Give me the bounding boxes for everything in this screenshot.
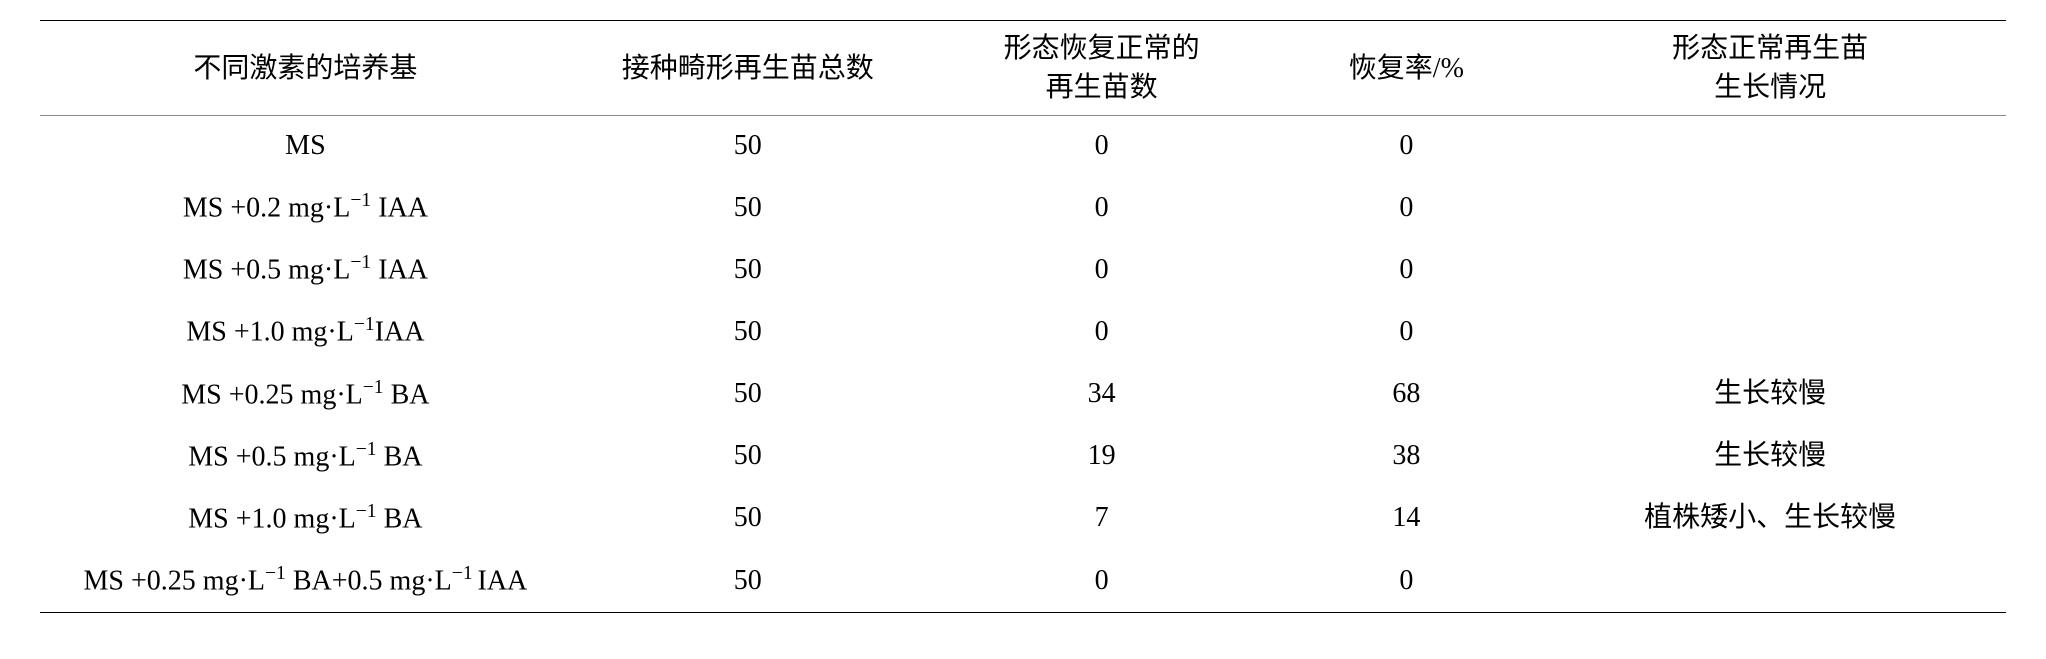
cell-rate: 0 <box>1279 239 1535 301</box>
cell-growth: 植株矮小、生长较慢 <box>1534 488 2006 550</box>
cell-rate: 38 <box>1279 426 1535 488</box>
col-header-inoculated: 接种畸形再生苗总数 <box>571 21 925 116</box>
table-row: MS +0.5 mg·L−1 IAA5000 <box>40 239 2006 301</box>
cell-recovered: 34 <box>925 364 1279 426</box>
cell-medium: MS <box>40 116 571 177</box>
cell-inoculated: 50 <box>571 301 925 363</box>
cell-recovered: 0 <box>925 550 1279 613</box>
cell-rate: 68 <box>1279 364 1535 426</box>
table-row: MS +0.25 mg·L−1 BA503468生长较慢 <box>40 364 2006 426</box>
table-header: 不同激素的培养基 接种畸形再生苗总数 形态恢复正常的再生苗数 恢复率/% 形态正… <box>40 21 2006 116</box>
table-row: MS5000 <box>40 116 2006 177</box>
cell-inoculated: 50 <box>571 488 925 550</box>
col-header-rate: 恢复率/% <box>1279 21 1535 116</box>
cell-medium: MS +1.0 mg·L−1IAA <box>40 301 571 363</box>
cell-growth: 生长较慢 <box>1534 426 2006 488</box>
cell-growth <box>1534 550 2006 613</box>
cell-recovered: 0 <box>925 301 1279 363</box>
col-header-recovered: 形态恢复正常的再生苗数 <box>925 21 1279 116</box>
cell-growth <box>1534 239 2006 301</box>
table-body: MS5000MS +0.2 mg·L−1 IAA5000MS +0.5 mg·L… <box>40 116 2006 613</box>
cell-inoculated: 50 <box>571 116 925 177</box>
cell-recovered: 0 <box>925 116 1279 177</box>
col-header-medium: 不同激素的培养基 <box>40 21 571 116</box>
cell-inoculated: 50 <box>571 177 925 239</box>
cell-rate: 0 <box>1279 550 1535 613</box>
cell-medium: MS +0.5 mg·L−1 IAA <box>40 239 571 301</box>
cell-recovered: 0 <box>925 177 1279 239</box>
cell-medium: MS +0.25 mg·L−1 BA+0.5 mg·L−1 IAA <box>40 550 571 613</box>
cell-rate: 14 <box>1279 488 1535 550</box>
cell-recovered: 0 <box>925 239 1279 301</box>
cell-recovered: 19 <box>925 426 1279 488</box>
cell-rate: 0 <box>1279 177 1535 239</box>
table-row: MS +0.5 mg·L−1 BA501938生长较慢 <box>40 426 2006 488</box>
table-row: MS +1.0 mg·L−1IAA5000 <box>40 301 2006 363</box>
cell-rate: 0 <box>1279 116 1535 177</box>
col-header-growth: 形态正常再生苗生长情况 <box>1534 21 2006 116</box>
cell-rate: 0 <box>1279 301 1535 363</box>
cell-growth <box>1534 177 2006 239</box>
table-row: MS +1.0 mg·L−1 BA50714植株矮小、生长较慢 <box>40 488 2006 550</box>
cell-medium: MS +0.2 mg·L−1 IAA <box>40 177 571 239</box>
cell-growth: 生长较慢 <box>1534 364 2006 426</box>
cell-medium: MS +1.0 mg·L−1 BA <box>40 488 571 550</box>
hormone-media-table: 不同激素的培养基 接种畸形再生苗总数 形态恢复正常的再生苗数 恢复率/% 形态正… <box>40 20 2006 613</box>
cell-growth <box>1534 301 2006 363</box>
cell-medium: MS +0.5 mg·L−1 BA <box>40 426 571 488</box>
cell-medium: MS +0.25 mg·L−1 BA <box>40 364 571 426</box>
table-row: MS +0.2 mg·L−1 IAA5000 <box>40 177 2006 239</box>
cell-inoculated: 50 <box>571 364 925 426</box>
cell-inoculated: 50 <box>571 550 925 613</box>
cell-growth <box>1534 116 2006 177</box>
table-row: MS +0.25 mg·L−1 BA+0.5 mg·L−1 IAA5000 <box>40 550 2006 613</box>
cell-recovered: 7 <box>925 488 1279 550</box>
cell-inoculated: 50 <box>571 426 925 488</box>
cell-inoculated: 50 <box>571 239 925 301</box>
